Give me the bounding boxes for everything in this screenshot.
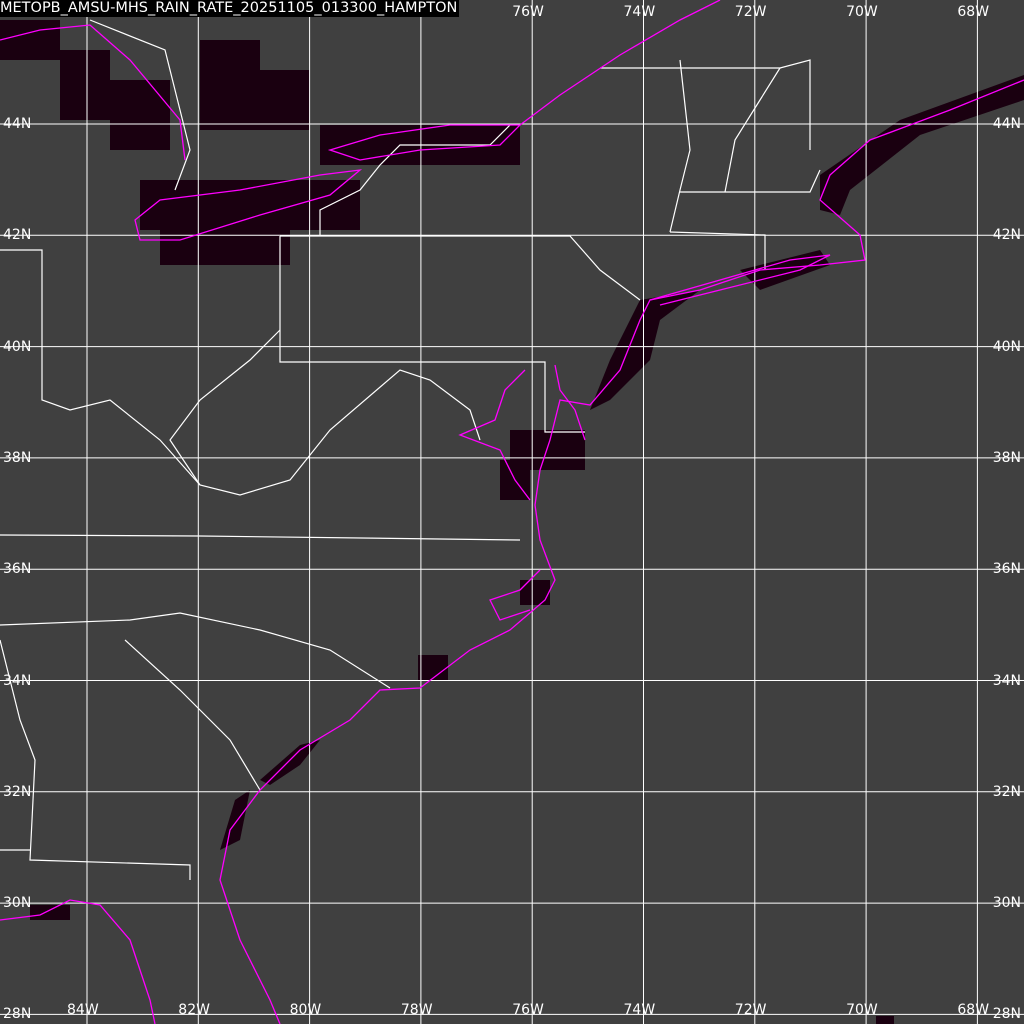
latitude-label-right: 34N bbox=[992, 672, 1021, 689]
rain-area bbox=[520, 580, 550, 605]
state-border bbox=[669, 231, 766, 270]
lake-ontario bbox=[327, 124, 522, 161]
latitude-label-left: 30N bbox=[3, 895, 32, 912]
delaware-bay bbox=[554, 364, 586, 441]
state-border bbox=[124, 639, 261, 791]
longitude-label-bottom: 76W bbox=[512, 1002, 544, 1018]
longitude-label-bottom: 70W bbox=[846, 1002, 878, 1018]
rain-area bbox=[590, 290, 700, 410]
rain-area bbox=[418, 655, 448, 680]
longitude-label-bottom: 82W bbox=[178, 1002, 210, 1018]
state-border bbox=[280, 235, 641, 301]
latitude-label-left: 40N bbox=[3, 338, 32, 355]
latitude-label-left: 44N bbox=[3, 116, 32, 132]
longitude-label-top: 76W bbox=[512, 4, 544, 20]
rain-areas bbox=[0, 20, 1024, 1024]
longitude-label-bottom: 68W bbox=[957, 1002, 990, 1018]
rain-area bbox=[30, 905, 70, 920]
latitude-label-left: 34N bbox=[3, 672, 32, 689]
pamlico-sound bbox=[489, 569, 541, 621]
gulf-coast bbox=[0, 899, 156, 1024]
latitude-label-right: 30N bbox=[992, 895, 1021, 912]
saint-lawrence bbox=[519, 0, 721, 126]
rain-area bbox=[0, 20, 60, 60]
state-border bbox=[669, 59, 691, 233]
longitude-label-top: 74W bbox=[623, 4, 656, 20]
rain-area bbox=[60, 50, 110, 120]
latitude-label-right: 32N bbox=[992, 783, 1021, 800]
georgian-bay bbox=[0, 24, 186, 161]
latitude-label-right: 28N bbox=[992, 1006, 1021, 1023]
longitude-label-bottom: 80W bbox=[289, 1002, 322, 1018]
rain-area bbox=[160, 230, 290, 265]
latitude-label-right: 44N bbox=[992, 116, 1021, 132]
state-border bbox=[89, 19, 191, 191]
latitude-label-left: 42N bbox=[3, 227, 32, 244]
latitude-label-left: 38N bbox=[3, 449, 32, 466]
longitude-label-top: 70W bbox=[846, 4, 878, 20]
longitude-label-top: 68W bbox=[957, 4, 990, 20]
state-border bbox=[0, 534, 521, 541]
state-border bbox=[169, 329, 281, 486]
state-border bbox=[0, 612, 391, 689]
latitude-label-right: 40N bbox=[992, 338, 1021, 355]
rain-area bbox=[260, 740, 320, 785]
latitude-label-left: 32N bbox=[3, 783, 32, 800]
rain-area bbox=[110, 80, 170, 150]
state-border bbox=[0, 639, 191, 880]
rain-area bbox=[820, 75, 1024, 215]
state-border bbox=[680, 169, 821, 193]
latitude-label-right: 38N bbox=[992, 449, 1021, 466]
state-border bbox=[0, 249, 481, 496]
chesapeake-bay bbox=[458, 369, 531, 501]
coastline bbox=[219, 79, 1024, 1024]
longitude-label-bottom: 78W bbox=[400, 1002, 433, 1018]
rain-area bbox=[220, 790, 250, 850]
longitude-label-bottom: 72W bbox=[734, 1002, 767, 1018]
latitude-label-left: 28N bbox=[3, 1006, 32, 1023]
long-island bbox=[649, 254, 831, 306]
lake-erie bbox=[134, 169, 363, 241]
longitude-label-top: 72W bbox=[734, 4, 767, 20]
state-border bbox=[279, 236, 585, 433]
map-title: METOPB_AMSU-MHS_RAIN_RATE_20251105_01330… bbox=[0, 0, 460, 17]
latitude-label-right: 42N bbox=[992, 227, 1021, 244]
latitude-label-right: 36N bbox=[992, 561, 1021, 578]
longitude-label-bottom: 84W bbox=[67, 1002, 99, 1018]
state-border bbox=[724, 67, 781, 193]
state-border bbox=[600, 59, 811, 150]
state-borders bbox=[0, 19, 821, 880]
latitude-label-left: 36N bbox=[3, 561, 32, 578]
longitude-label-bottom: 74W bbox=[623, 1002, 656, 1018]
rain-area bbox=[250, 70, 310, 130]
rain-area bbox=[876, 1016, 894, 1024]
